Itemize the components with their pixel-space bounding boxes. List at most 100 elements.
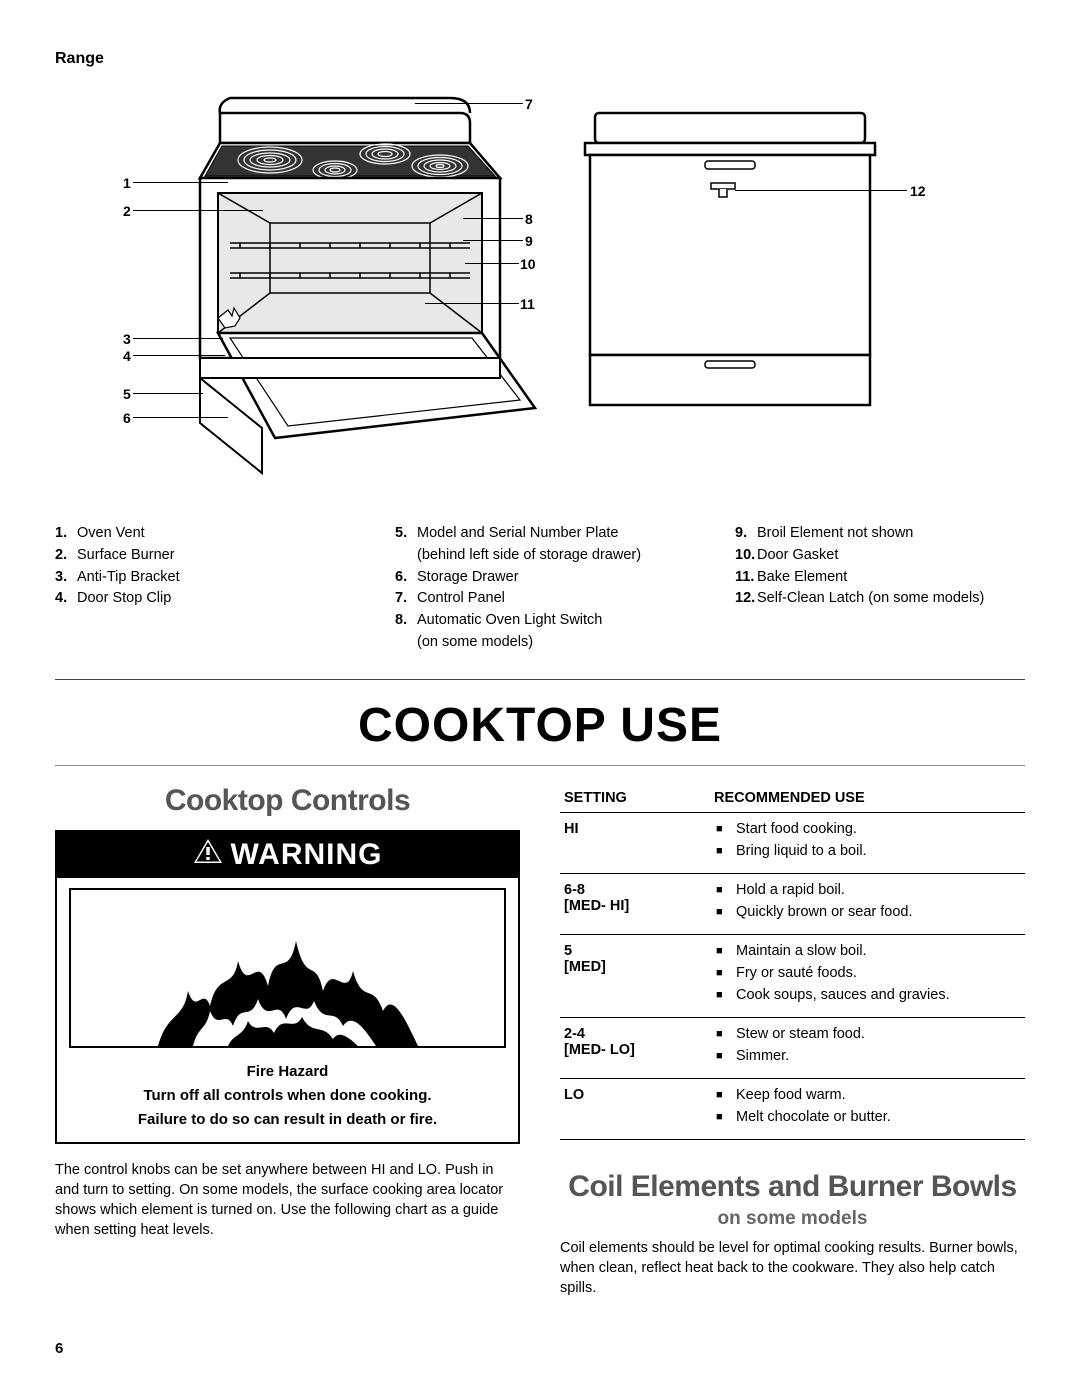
stove-open-svg <box>140 78 560 478</box>
setting-cell: HI <box>560 812 710 873</box>
page-number: 6 <box>55 1340 63 1357</box>
table-row: 2-4 [MED- LO]Stew or steam food. Simmer. <box>560 1017 1025 1078</box>
legend-item: 8.Automatic Oven Light Switch <box>395 610 685 632</box>
use-item: Cook soups, sauces and gravies. <box>714 987 1021 1003</box>
legend-num: 3. <box>55 567 77 589</box>
legend-num: 7. <box>395 588 417 610</box>
table-row: LOKeep food warm. Melt chocolate or butte… <box>560 1078 1025 1139</box>
callout-10: 10 <box>520 256 536 272</box>
legend-col-1: 1.Oven Vent2.Surface Burner3.Anti-Tip Br… <box>55 523 345 654</box>
legend-subtext: (on some models) <box>417 632 685 654</box>
callout-6: 6 <box>123 410 131 426</box>
legend-text: Storage Drawer <box>417 567 685 589</box>
legend-text: Model and Serial Number Plate <box>417 523 685 545</box>
divider-under-title <box>55 765 1025 766</box>
callout-3: 3 <box>123 331 131 347</box>
use-item: Start food cooking. <box>714 821 1021 837</box>
coil-paragraph: Coil elements should be level for optima… <box>560 1238 1025 1299</box>
use-cell: Maintain a slow boil. Fry or sauté foods.… <box>710 934 1025 1017</box>
setting-cell: 5 [MED] <box>560 934 710 1017</box>
hazard-line2: Failure to do so can result in death or … <box>69 1108 506 1132</box>
legend-num: 10. <box>735 545 757 567</box>
legend-col-3: 9.Broil Element not shown10.Door Gasket1… <box>735 523 1025 654</box>
legend-item: 10.Door Gasket <box>735 545 1025 567</box>
callout-1: 1 <box>123 175 131 191</box>
legend-item: 2.Surface Burner <box>55 545 345 567</box>
legend-num: 12. <box>735 588 757 610</box>
left-column: Cooktop Controls WARNING Fire Hazard <box>55 784 520 1299</box>
use-item: Stew or steam food. <box>714 1026 1021 1042</box>
use-list: Keep food warm. Melt chocolate or butter. <box>714 1087 1021 1125</box>
legend-text: Door Stop Clip <box>77 588 345 610</box>
table-row: HIStart food cooking. Bring liquid to a b… <box>560 812 1025 873</box>
legend-text: Broil Element not shown <box>757 523 1025 545</box>
legend-text: Bake Element <box>757 567 1025 589</box>
setting-cell: 2-4 [MED- LO] <box>560 1017 710 1078</box>
warning-header: WARNING <box>57 832 518 878</box>
legend-item: 3.Anti-Tip Bracket <box>55 567 345 589</box>
use-item: Fry or sauté foods. <box>714 965 1021 981</box>
legend-text: Surface Burner <box>77 545 345 567</box>
warning-box: WARNING Fire Hazard Turn off all control… <box>55 830 520 1144</box>
flame-illustration <box>69 888 506 1048</box>
legend-text: Door Gasket <box>757 545 1025 567</box>
legend-item: 12.Self-Clean Latch (on some models) <box>735 588 1025 610</box>
use-cell: Stew or steam food. Simmer. <box>710 1017 1025 1078</box>
legend: 1.Oven Vent2.Surface Burner3.Anti-Tip Br… <box>55 523 1025 654</box>
legend-text: Oven Vent <box>77 523 345 545</box>
callout-8: 8 <box>525 211 533 227</box>
parts-diagram: 1 2 3 4 5 6 7 8 9 10 11 12 <box>55 78 1025 508</box>
legend-num: 11. <box>735 567 757 589</box>
main-title: COOKTOP USE <box>55 698 1025 753</box>
use-item: Melt chocolate or butter. <box>714 1109 1021 1125</box>
callout-11: 11 <box>520 296 535 312</box>
hazard-line1: Turn off all controls when done cooking. <box>69 1084 506 1108</box>
right-column: SETTING RECOMMENDED USE HIStart food coo… <box>560 784 1025 1299</box>
legend-item: 6.Storage Drawer <box>395 567 685 589</box>
use-item: Maintain a slow boil. <box>714 943 1021 959</box>
legend-num: 9. <box>735 523 757 545</box>
legend-text: Automatic Oven Light Switch <box>417 610 685 632</box>
th-use: RECOMMENDED USE <box>710 784 1025 813</box>
setting-cell: LO <box>560 1078 710 1139</box>
legend-item: 9.Broil Element not shown <box>735 523 1025 545</box>
legend-item: 11.Bake Element <box>735 567 1025 589</box>
use-item: Hold a rapid boil. <box>714 882 1021 898</box>
callout-7: 7 <box>525 96 533 112</box>
use-cell: Start food cooking. Bring liquid to a boi… <box>710 812 1025 873</box>
settings-table: SETTING RECOMMENDED USE HIStart food coo… <box>560 784 1025 1140</box>
callout-4: 4 <box>123 348 131 364</box>
use-item: Keep food warm. <box>714 1087 1021 1103</box>
use-cell: Keep food warm. Melt chocolate or butter. <box>710 1078 1025 1139</box>
coil-heading: Coil Elements and Burner Bowls <box>560 1170 1025 1204</box>
use-list: Start food cooking. Bring liquid to a boi… <box>714 821 1021 859</box>
use-item: Bring liquid to a boil. <box>714 843 1021 859</box>
legend-text: Anti-Tip Bracket <box>77 567 345 589</box>
legend-item: 1.Oven Vent <box>55 523 345 545</box>
use-item: Simmer. <box>714 1048 1021 1064</box>
warning-triangle-icon <box>193 838 223 871</box>
legend-num: 2. <box>55 545 77 567</box>
legend-num: 8. <box>395 610 417 632</box>
th-setting: SETTING <box>560 784 710 813</box>
legend-item: 4.Door Stop Clip <box>55 588 345 610</box>
callout-2: 2 <box>123 203 131 219</box>
legend-item: 5.Model and Serial Number Plate <box>395 523 685 545</box>
warning-label-text: WARNING <box>231 838 383 872</box>
range-label: Range <box>55 50 1025 68</box>
stove-closed-svg <box>575 103 885 413</box>
callout-12: 12 <box>910 183 926 199</box>
legend-text: Self-Clean Latch (on some models) <box>757 588 1025 610</box>
callout-5: 5 <box>123 386 131 402</box>
divider-top <box>55 679 1025 680</box>
legend-subtext: (behind left side of storage drawer) <box>417 545 685 567</box>
setting-cell: 6-8 [MED- HI] <box>560 873 710 934</box>
legend-text: Control Panel <box>417 588 685 610</box>
hazard-title: Fire Hazard <box>69 1060 506 1084</box>
controls-paragraph: The control knobs can be set anywhere be… <box>55 1160 520 1241</box>
on-some-models: on some models <box>560 1208 1025 1230</box>
callout-9: 9 <box>525 233 533 249</box>
use-cell: Hold a rapid boil.Quickly brown or sear … <box>710 873 1025 934</box>
legend-num: 4. <box>55 588 77 610</box>
use-list: Hold a rapid boil.Quickly brown or sear … <box>714 882 1021 920</box>
